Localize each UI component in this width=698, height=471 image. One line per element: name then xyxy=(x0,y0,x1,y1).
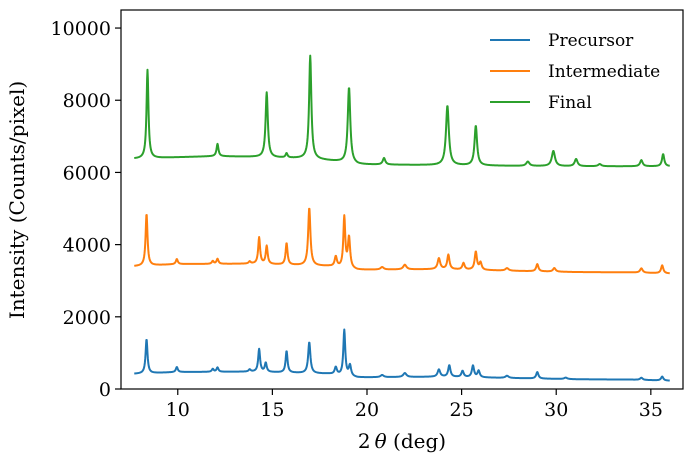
y-axis-label: Intensity (Counts/pixel) xyxy=(5,81,29,319)
x-tick-label: 15 xyxy=(260,399,284,421)
x-axis-label-prefix: 2 xyxy=(358,429,371,453)
x-axis-label-unit: (deg) xyxy=(387,429,446,453)
legend-label-final: Final xyxy=(548,93,592,113)
y-axis-ticks: 0 2000 4000 6000 8000 10000 xyxy=(51,18,121,401)
legend-label-precursor: Precursor xyxy=(548,31,634,51)
x-axis-ticks: 10 15 20 25 30 35 xyxy=(166,389,663,421)
y-tick-label: 4000 xyxy=(63,235,111,257)
x-tick-label: 25 xyxy=(450,399,474,421)
series-line-final xyxy=(133,54,671,168)
y-tick-label: 0 xyxy=(99,379,111,401)
legend-label-intermediate: Intermediate xyxy=(548,62,660,82)
y-tick-label: 2000 xyxy=(63,307,111,329)
x-tick-label: 10 xyxy=(166,399,190,421)
series-line-precursor xyxy=(133,328,671,382)
y-tick-label: 10000 xyxy=(51,18,111,40)
x-tick-label: 30 xyxy=(544,399,568,421)
plot-frame xyxy=(120,9,684,390)
legend: Precursor Intermediate Final xyxy=(490,31,660,113)
x-tick-label: 20 xyxy=(355,399,379,421)
y-tick-label: 6000 xyxy=(63,162,111,184)
y-tick-label: 8000 xyxy=(63,90,111,112)
x-tick-label: 35 xyxy=(639,399,663,421)
x-axis-label-theta: θ xyxy=(375,429,387,453)
series-line-intermediate xyxy=(133,207,671,275)
plot-lines xyxy=(133,54,671,382)
